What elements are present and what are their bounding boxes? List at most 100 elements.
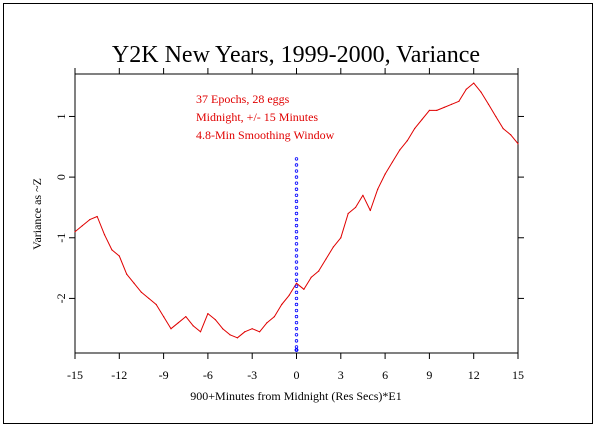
figure-border [3, 3, 593, 424]
x-tick-label: -6 [203, 368, 213, 382]
variance-data-point [281, 303, 283, 306]
midnight-marker-point [294, 308, 299, 313]
midnight-marker-point [294, 211, 299, 216]
midnight-marker-point [294, 266, 299, 270]
midnight-marker-point [294, 290, 299, 295]
variance-data-point [251, 328, 253, 330]
variance-data-point [510, 134, 512, 136]
midnight-marker-point [294, 333, 299, 337]
midnight-marker-point [294, 314, 299, 319]
variance-data-point [443, 106, 445, 108]
variance-data-point [310, 276, 312, 278]
variance-data-point [236, 337, 239, 339]
midnight-marker-point [294, 320, 299, 325]
midnight-marker-point [294, 169, 299, 173]
midnight-marker-point [294, 345, 299, 349]
midnight-marker-point [294, 339, 299, 343]
variance-data-point [207, 312, 209, 315]
y-axis: -2 -1 0 1 [54, 113, 524, 303]
variance-data-point [133, 282, 135, 284]
midnight-marker-point [294, 296, 299, 301]
midnight-marker-point [294, 327, 299, 331]
y-tick-label: 1 [54, 113, 68, 119]
x-axis-label: 900+Minutes from Midnight (Res Secs)*E1 [190, 389, 401, 403]
variance-data-point [89, 218, 91, 221]
x-tick-label: -3 [247, 368, 257, 382]
annotation-smoothing: 4.8-Min Smoothing Window [196, 128, 335, 142]
midnight-marker-point [294, 248, 299, 252]
variance-data-point [502, 127, 504, 130]
x-tick-label: -9 [159, 368, 169, 382]
midnight-marker-point [294, 302, 299, 307]
variance-data-point [340, 237, 342, 239]
variance-data-point [214, 319, 216, 321]
midnight-marker-point [294, 236, 299, 240]
variance-data-point [266, 322, 268, 324]
annotation-block: 37 Epochs, 28 eggs Midnight, +/- 15 Minu… [196, 92, 335, 142]
y-tick-label: -2 [54, 293, 68, 303]
x-tick-label: 0 [294, 368, 300, 382]
annotation-epochs: 37 Epochs, 28 eggs [196, 92, 290, 106]
x-tick-label: 6 [382, 368, 388, 382]
variance-data-point [185, 316, 187, 318]
x-tick-label: 3 [338, 368, 344, 382]
variance-data-point [384, 173, 386, 175]
midnight-marker-point [294, 163, 299, 167]
variance-data-point [332, 246, 335, 248]
variance-data-point [414, 127, 416, 130]
variance-data-point [473, 82, 475, 84]
variance-data-point [126, 273, 128, 275]
annotation-window: Midnight, +/- 15 Minutes [196, 110, 318, 124]
variance-data-point [258, 331, 261, 333]
variance-data-point [377, 188, 379, 190]
x-tick-label: 15 [512, 368, 524, 382]
variance-data-point [458, 100, 460, 102]
variance-data-point [96, 215, 98, 218]
midnight-marker-point [294, 193, 299, 198]
variance-data-point [244, 331, 246, 333]
variance-data-point [495, 115, 497, 118]
x-tick-label: -15 [67, 368, 83, 382]
variance-data-point [148, 297, 150, 300]
variance-data-point [111, 249, 113, 251]
series-layer [74, 82, 519, 352]
variance-data-point [140, 291, 143, 293]
variance-data-point [81, 225, 83, 227]
midnight-marker-point [294, 199, 299, 204]
midnight-marker-point [294, 217, 299, 222]
chart-title: Y2K New Years, 1999-2000, Variance [112, 42, 480, 68]
variance-data-point [118, 255, 120, 257]
x-tick-label: 9 [426, 368, 432, 382]
variance-data-point [465, 88, 467, 90]
midnight-marker-point [294, 242, 299, 246]
variance-data-point [103, 234, 106, 236]
variance-data-point [436, 109, 438, 111]
variance-data-point [170, 328, 172, 330]
variance-data-point [517, 143, 519, 145]
x-axis: -15 -12 -9 -6 -3 0 3 6 9 12 15 [67, 68, 524, 382]
variance-data-point [406, 140, 408, 142]
y-tick-label: 0 [54, 174, 68, 180]
x-tick-label: 12 [468, 368, 480, 382]
variance-data-point [199, 331, 202, 333]
variance-data-point [347, 212, 349, 215]
variance-data-point [428, 109, 430, 111]
variance-data-point [288, 294, 290, 296]
variance-data-point [177, 322, 179, 324]
y-tick-label: -1 [54, 233, 68, 243]
midnight-marker-point [294, 229, 299, 234]
variance-data-point [273, 316, 275, 318]
variance-data-point [295, 282, 298, 284]
variance-data-point [74, 231, 76, 233]
variance-data-point [163, 316, 165, 318]
y-axis-label: Variance as ~Z [30, 178, 44, 250]
variance-data-point [362, 194, 364, 196]
variance-data-point [155, 303, 157, 306]
variance-data-point [399, 149, 401, 151]
variance-data-point [421, 118, 423, 121]
midnight-marker-point [294, 254, 299, 258]
midnight-marker-point [294, 181, 299, 185]
midnight-marker-point [294, 187, 299, 191]
variance-data-point [391, 161, 394, 163]
